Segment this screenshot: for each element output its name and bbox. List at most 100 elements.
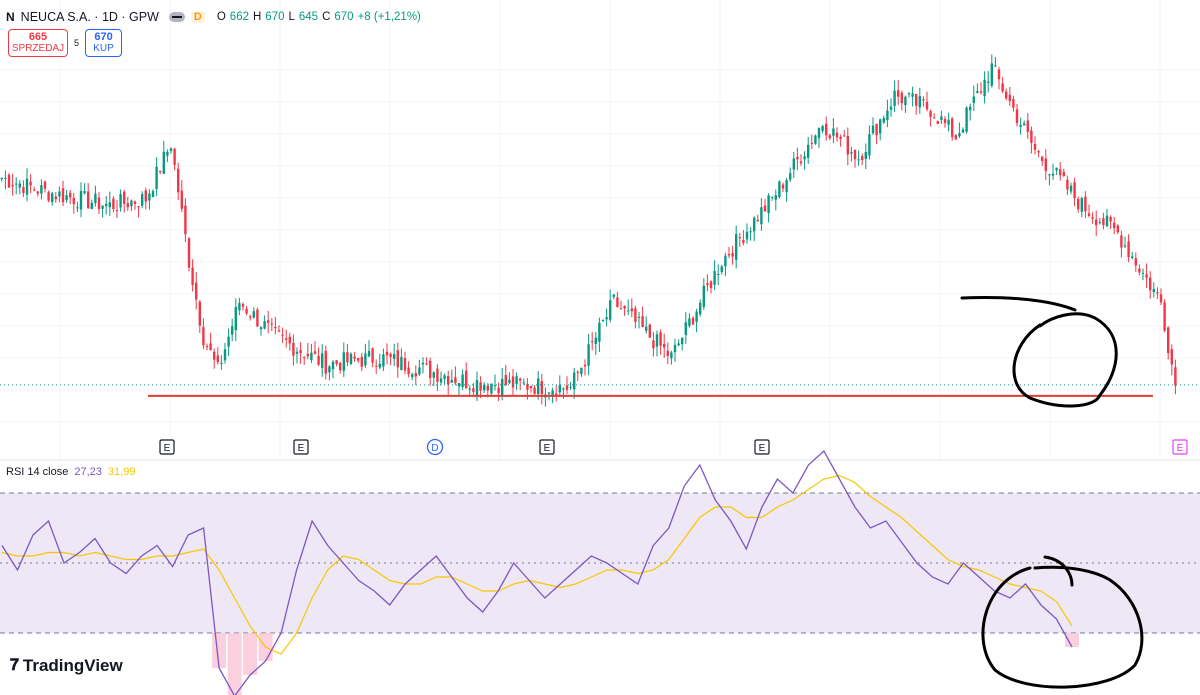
- candle-body: [879, 119, 882, 134]
- candle-body: [555, 393, 558, 396]
- candle-body: [414, 373, 417, 377]
- candle-body: [1174, 367, 1177, 386]
- candle-body: [1084, 196, 1087, 212]
- candle-body: [918, 96, 921, 108]
- candle-body: [1041, 156, 1044, 162]
- candle-body: [598, 322, 601, 342]
- candle-body: [609, 300, 612, 320]
- candle-body: [508, 379, 511, 384]
- trade-buttons: 665 SPRZEDAJ 5 670 KUP: [8, 29, 123, 57]
- candle-body: [40, 185, 43, 194]
- candle-body: [1077, 198, 1080, 210]
- candle-body: [627, 310, 630, 312]
- candle-body: [724, 255, 727, 267]
- candle-body: [828, 135, 831, 139]
- candle-body: [958, 133, 961, 137]
- candle-body: [670, 352, 673, 359]
- candle-body: [695, 311, 698, 322]
- candle-body: [493, 385, 497, 387]
- candle-body: [490, 383, 493, 394]
- candle-body: [857, 159, 860, 161]
- rsi-annotation-circle: [981, 555, 1144, 689]
- candle-body: [767, 195, 770, 214]
- candle-body: [1001, 83, 1004, 92]
- candle-body: [83, 191, 86, 194]
- ohlc-key-open: O: [216, 11, 226, 23]
- candle-body: [213, 351, 216, 360]
- candle-body: [497, 387, 500, 394]
- candle-body: [87, 191, 90, 209]
- candle-body: [396, 350, 399, 368]
- candle-body: [1098, 222, 1101, 224]
- candle-body: [313, 351, 317, 354]
- candle-body: [583, 364, 587, 367]
- symbol-legend[interactable]: N NEUCA S.A. · 1D · GPW D O 662 H 670 L 645…: [6, 7, 421, 27]
- candle-body: [706, 283, 709, 286]
- candle-body: [360, 356, 363, 367]
- candle-body: [169, 148, 173, 151]
- candle-body: [864, 152, 867, 159]
- tradingview-mark-icon: 𝟕: [10, 657, 19, 674]
- candle-body: [450, 379, 453, 383]
- candle-body: [832, 128, 835, 136]
- visibility-toggle-icon[interactable]: [168, 12, 185, 22]
- candle-body: [475, 380, 479, 396]
- marker-label: E: [298, 443, 305, 454]
- interval-badge[interactable]: D: [190, 11, 205, 23]
- candle-body: [821, 126, 824, 132]
- candle-body: [234, 307, 237, 331]
- candle-body: [155, 166, 158, 189]
- sell-price: 665: [28, 31, 48, 43]
- rsi-name: RSI 14 close: [6, 466, 69, 478]
- candle-body: [1138, 268, 1141, 273]
- candle-body: [465, 370, 468, 389]
- candle-body: [529, 385, 533, 389]
- candle-body: [1033, 143, 1037, 150]
- candle-body: [616, 297, 619, 308]
- candle-body: [760, 207, 763, 225]
- candle-body: [814, 135, 817, 144]
- candle-body: [727, 253, 731, 256]
- candle-body: [835, 132, 839, 138]
- buy-button[interactable]: 670 KUP: [85, 29, 123, 57]
- candle-body: [673, 344, 677, 353]
- candle-body: [565, 385, 569, 390]
- candle-body: [846, 135, 849, 155]
- candle-body: [195, 282, 198, 300]
- candle-body: [875, 123, 878, 136]
- tradingview-logo[interactable]: 𝟕 TradingView: [10, 656, 123, 676]
- candle-body: [184, 205, 187, 235]
- candle-body: [335, 360, 338, 364]
- candle-body: [51, 193, 54, 203]
- candle-body: [1044, 158, 1047, 172]
- candle-body: [216, 355, 219, 363]
- symbol-title[interactable]: NEUCA S.A. · 1D · GPW: [20, 10, 159, 24]
- candle-body: [504, 374, 507, 385]
- candle-body: [702, 285, 705, 307]
- candle-body: [29, 181, 32, 186]
- candle-body: [983, 79, 986, 97]
- rsi-oversold-fill: [243, 633, 258, 675]
- candle-body: [771, 196, 774, 198]
- marker-label: E: [544, 443, 551, 454]
- candle-body: [1113, 222, 1116, 229]
- candle-body: [47, 192, 50, 201]
- candle-body: [389, 353, 392, 358]
- candle-body: [781, 184, 785, 189]
- marker-label: D: [431, 443, 438, 454]
- rsi-oversold-fill: [1065, 633, 1079, 647]
- marker-label: E: [759, 443, 766, 454]
- sell-button[interactable]: 665 SPRZEDAJ: [8, 29, 68, 57]
- candle-body: [130, 200, 133, 207]
- candle-body: [558, 385, 561, 393]
- candle-body: [853, 149, 857, 160]
- candle-body: [868, 134, 871, 156]
- candle-body: [69, 192, 72, 198]
- ohlc-low: 645: [298, 11, 319, 23]
- rsi-legend[interactable]: RSI 14 close 27,23 31,99: [6, 466, 135, 478]
- candle-body: [641, 316, 644, 328]
- candle-body: [36, 191, 39, 194]
- candle-body: [569, 386, 572, 388]
- candle-body: [159, 170, 162, 173]
